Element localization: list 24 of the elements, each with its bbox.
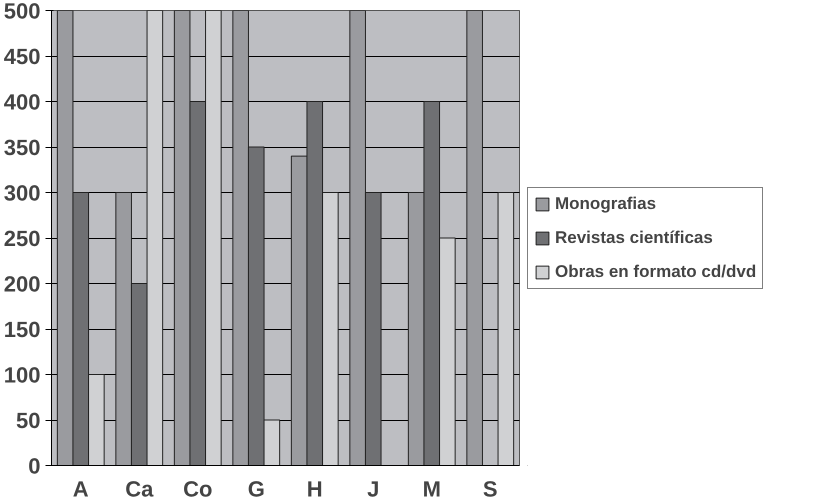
x-tick-label: H [306, 476, 323, 502]
legend-label: Monografias [555, 194, 656, 214]
bar [466, 10, 483, 466]
bar [498, 192, 514, 466]
x-tick-label: G [248, 476, 265, 502]
y-tick-label: 50 [16, 408, 41, 433]
x-tick-label: S [482, 476, 498, 502]
y-tick-label: 150 [4, 317, 41, 342]
y-tick-label: 0 [28, 454, 41, 478]
y-tick-label: 250 [4, 226, 41, 251]
x-tick-label: Ca [125, 476, 154, 502]
x-tick-label: Co [183, 476, 212, 502]
x-tick-label: J [367, 476, 380, 502]
legend-label: Revistas científicas [555, 228, 713, 248]
y-tick-label: 500 [4, 0, 41, 24]
y-tick-label: 200 [4, 272, 41, 296]
legend-label: Obras en formato cd/dvd [555, 262, 756, 282]
y-tick-label: 350 [4, 135, 41, 160]
x-tick-label: A [72, 476, 89, 502]
y-tick-label: 300 [4, 180, 41, 206]
y-tick-label: 400 [4, 90, 41, 114]
x-tick-label: M [422, 476, 441, 502]
y-tick-label: 450 [4, 44, 41, 69]
y-tick-label: 100 [4, 362, 41, 388]
